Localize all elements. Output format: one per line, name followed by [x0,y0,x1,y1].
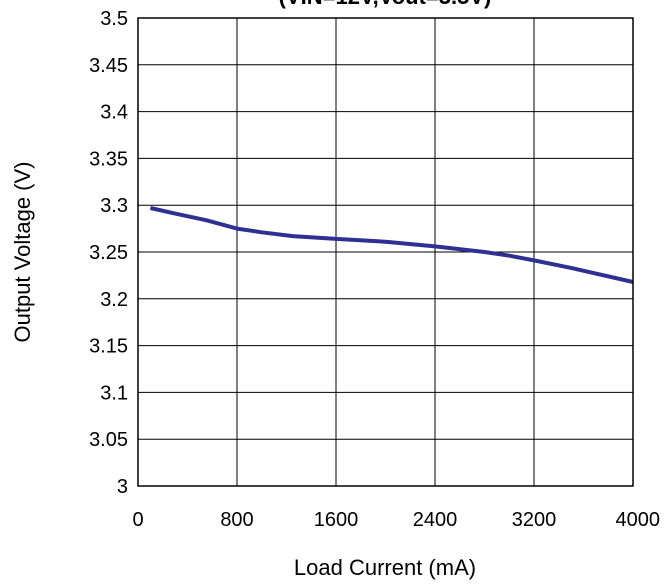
x-tick-label: 800 [220,509,253,531]
y-tick-label: 3.15 [89,336,128,358]
series-line [149,206,634,284]
y-tick-labels: 3 3.05 3.1 3.15 3.2 3.25 3.3 3.35 3.4 3.45 3.5 [89,8,128,498]
x-tick-label: 3200 [512,509,557,531]
y-axis-title: Output Voltage (V) [10,162,35,343]
y-tick-label: 3.45 [89,55,128,77]
y-tick-label: 3.25 [89,242,128,264]
x-tick-label: 1600 [314,509,359,531]
x-tick-label: 4000 [616,509,661,531]
chart-title: (VIN=12V,Vout=3.3V) [279,0,492,9]
y-tick-label: 3 [117,476,128,498]
y-tick-label: 3.4 [100,102,128,124]
y-tick-label: 3.1 [100,382,128,404]
x-tick-label: 2400 [413,509,458,531]
y-tick-label: 3.2 [100,289,128,311]
y-tick-label: 3.5 [100,8,128,30]
x-tick-labels: 0 800 1600 2400 3200 4000 [132,509,660,531]
plot-frame [137,17,634,487]
y-tick-label: 3.3 [100,195,128,217]
y-tick-label: 3.35 [89,148,128,170]
y-tick-label: 3.05 [89,429,128,451]
series-layer [149,206,634,284]
x-tick-label: 0 [132,509,143,531]
x-axis-title: Load Current (mA) [294,555,476,580]
